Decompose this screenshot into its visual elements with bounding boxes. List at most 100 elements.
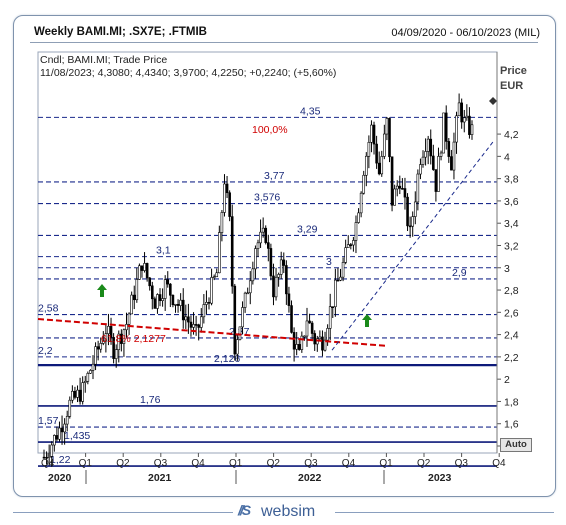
chart-panel <box>13 15 556 497</box>
candle-body <box>395 185 399 190</box>
level-label: 1,76 <box>140 394 161 406</box>
candle-body <box>73 390 77 398</box>
candle-body <box>127 313 131 325</box>
candle-body <box>184 316 188 321</box>
candle-body <box>259 231 262 244</box>
candle-body <box>334 279 337 308</box>
x-tick-label: Q4 <box>342 458 356 469</box>
candle-body <box>102 340 105 344</box>
candle-body <box>318 336 322 340</box>
auto-scale-button[interactable]: Auto <box>500 438 532 452</box>
candle-body <box>406 196 409 227</box>
level-label: 1,435 <box>64 430 90 442</box>
candle-body <box>109 326 113 338</box>
candle-body <box>277 274 280 278</box>
level-label: 2,126 <box>214 353 240 365</box>
candle-body <box>230 216 234 287</box>
candle-body <box>272 275 275 298</box>
candle-body <box>303 335 306 338</box>
y-tick-label: 2,4 <box>504 330 519 342</box>
candle-body <box>411 216 414 227</box>
candle-body <box>140 265 144 271</box>
fib-618-label: 61,8% 2,1277 <box>101 333 166 345</box>
candle-body <box>135 279 139 301</box>
trendline-handle-icon <box>489 97 497 105</box>
candle-body <box>439 152 443 157</box>
y-tick-label: 2 <box>504 374 510 386</box>
footer <box>0 500 566 525</box>
x-tick-label: Q3 <box>154 458 168 469</box>
candle-body <box>243 292 247 308</box>
candle-body <box>45 457 48 459</box>
candle-body <box>174 304 177 306</box>
candle-body <box>264 227 268 243</box>
candle-body <box>192 324 195 328</box>
candle-body <box>375 143 378 164</box>
candle-body <box>189 321 193 328</box>
level-label: 3 <box>326 256 332 268</box>
x-tick-label: Q4 <box>492 458 506 469</box>
candle-body <box>295 344 298 350</box>
level-label: 3,576 <box>254 192 280 204</box>
candle-body <box>220 212 224 233</box>
candle-body <box>179 299 182 306</box>
candle-body <box>282 259 286 266</box>
date-range: 04/09/2020 - 06/10/2023 (MIL) <box>391 27 540 39</box>
candle-body <box>107 326 110 334</box>
candle-body <box>297 344 301 350</box>
candle-body <box>269 248 273 277</box>
price-axis-title: Price <box>500 65 527 77</box>
candle-body <box>416 173 420 203</box>
level-label: 2,58 <box>38 303 59 315</box>
x-tick-label: Q4 <box>41 458 55 469</box>
y-tick-label: 2,2 <box>504 352 519 364</box>
y-axis: 4,243,83,63,43,232,82,62,42,221,81,61,4 <box>496 52 519 453</box>
candle-body <box>50 444 54 457</box>
candle-body <box>236 339 239 355</box>
candle-body <box>83 380 87 383</box>
candle-body <box>238 326 242 340</box>
candle-body <box>362 174 366 194</box>
candle-body <box>150 285 154 300</box>
candle-body <box>455 115 458 143</box>
candle-body <box>78 389 82 402</box>
candle-body <box>122 329 126 344</box>
x-tick-label: Q1 <box>379 458 393 469</box>
candle-body <box>352 240 355 246</box>
candle-body <box>403 188 407 198</box>
candle-body <box>349 244 353 246</box>
candle-body <box>419 164 422 175</box>
candle-body <box>326 328 329 341</box>
candle-body <box>225 183 229 194</box>
x-tick-label: Q1 <box>79 458 93 469</box>
candle-body <box>91 363 95 371</box>
candle-body <box>181 299 185 321</box>
candle-body <box>60 427 64 433</box>
candle-body <box>339 276 342 281</box>
candle-body <box>65 416 69 425</box>
candle-body <box>323 339 327 351</box>
candle-body <box>341 262 345 278</box>
level-label: 1,57 <box>38 415 59 427</box>
x-tick-label: Q3 <box>304 458 318 469</box>
candle-body <box>444 112 448 142</box>
grid <box>37 51 498 454</box>
candle-body <box>254 248 257 270</box>
candle-body <box>354 222 358 241</box>
candle-body <box>346 244 350 248</box>
level-label: 1,22 <box>50 454 71 466</box>
candle-body <box>401 188 404 190</box>
candle-body <box>169 283 172 296</box>
x-axis: Q4 Q1 Q2 Q3 Q4 Q1 Q2 Q3 Q4 Q1 Q2 Q3 Q4 2020 2021 2022 20… <box>41 453 506 484</box>
candle-body <box>158 294 162 301</box>
candle-body <box>256 242 260 249</box>
candle-body <box>215 272 219 278</box>
candle-body <box>450 156 453 171</box>
candle-body <box>246 292 249 295</box>
candle-body <box>321 336 324 351</box>
candle-body <box>197 324 200 328</box>
candle-body <box>153 298 157 309</box>
y-tick-label: 3,4 <box>504 218 519 230</box>
y-tick-label: 2,8 <box>504 285 519 297</box>
